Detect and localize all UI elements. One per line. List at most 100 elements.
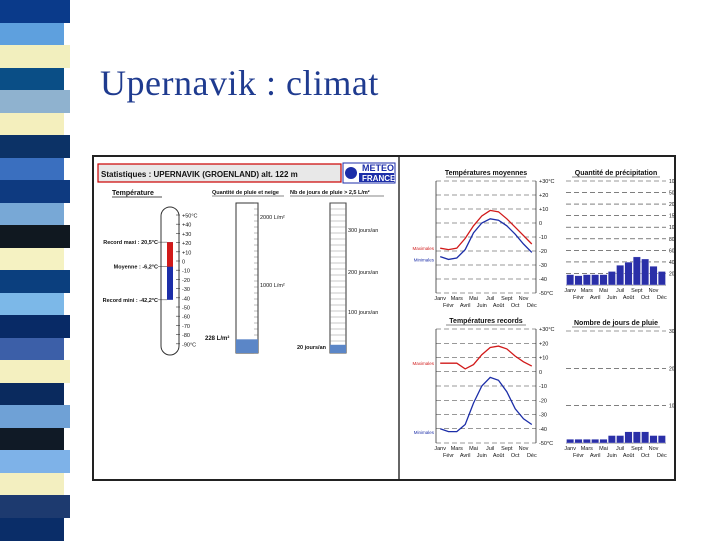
precip-month-label: Déc (657, 295, 667, 301)
strip-block (0, 45, 70, 68)
raindays-gauge-body (329, 202, 347, 354)
record-temp-month-label: Sept (501, 446, 513, 452)
precip-month-label: Août (623, 295, 635, 301)
mean-label: Moyenne : -6,2°C (114, 265, 158, 271)
raindays-gauge-label: 200 jours/an (348, 270, 378, 276)
precip-y-tick-label: 200 L/m² (669, 202, 674, 208)
rain-days-month-label: Sept (631, 446, 643, 452)
raindays-gauge-label: 100 jours/an (348, 310, 378, 316)
record-temp-y-tick-label: +30°C (539, 327, 555, 333)
precip-bar (574, 275, 583, 286)
mean-temp-month-label: Déc (527, 303, 537, 309)
record-temp-month-label: Juil (486, 446, 494, 452)
precip-month-label: Juin (607, 295, 617, 301)
record-temp-y-tick-label: +20 (539, 341, 548, 347)
record-temp-month-label: Déc (527, 453, 537, 459)
thermometer-tick-label: -90°C (182, 342, 196, 348)
rain-days-bar (649, 435, 658, 444)
mean-temp-month-label: Sept (501, 296, 513, 302)
strip-block (0, 450, 70, 473)
strip-block (0, 67, 64, 91)
mean-temp-min-label: Minimales (414, 258, 435, 263)
thermometer-warm-bar (167, 242, 173, 267)
record-temp-max-label: Maximales (412, 361, 434, 366)
strip-block (0, 135, 70, 158)
precip-y-tick-label: 1000 L/m² (669, 179, 674, 185)
rain-days-bar (658, 435, 666, 444)
mean-temp-y-tick-label: -50°C (539, 291, 553, 297)
thermometer-tick-label: -20 (182, 278, 190, 284)
rain-days-bar (591, 439, 599, 444)
precip-bar (641, 258, 649, 286)
rain-days-month-label: Juin (607, 453, 617, 459)
precip-gauge-fill (236, 339, 258, 353)
record-min-label: Record mini : -42,2°C (103, 298, 158, 304)
mean-temp-max-label: Maximales (412, 246, 434, 251)
strip-block (0, 315, 70, 338)
rain-days-bar (641, 431, 649, 444)
thermometer-tick-label: +30 (182, 232, 191, 238)
strip-block (0, 405, 70, 428)
rain-days-month-label: Févr (573, 453, 584, 459)
mean-temp-month-label: Janv (434, 296, 446, 302)
rain-days-month-label: Nov (649, 446, 659, 452)
rain-days-month-label: Oct (641, 453, 650, 459)
precip-bar (599, 274, 608, 286)
precip-y-tick-label: 60 L/m² (669, 248, 674, 254)
mean-temp-month-label: Juil (486, 296, 494, 302)
precip-title: Quantité de précipitation (575, 170, 657, 177)
mean-temp-month-label: Mai (469, 296, 478, 302)
rain-days-month-label: Mai (599, 446, 608, 452)
mean-temp-y-tick-label: -20 (539, 249, 547, 255)
thermometer-tick-label: +50°C (182, 214, 198, 220)
record-temp-month-label: Juin (477, 453, 487, 459)
raindays-gauge-fill (330, 344, 346, 353)
mean-temp-month-label: Nov (519, 296, 529, 302)
thermometer-tick-label: -40 (182, 296, 190, 302)
precip-y-tick-label: 80 L/m² (669, 237, 674, 243)
precip-y-tick-label: 20 L/m² (669, 271, 674, 277)
mean-temp-y-tick-label: 0 (539, 221, 542, 227)
rain-days-bar (624, 431, 633, 444)
record-temp-y-tick-label: +10 (539, 356, 548, 362)
precip-month-label: Févr (573, 295, 584, 301)
mean-temp-y-tick-label: +20 (539, 193, 548, 199)
logo-bottom-text: FRANCE (362, 174, 396, 183)
precip-gauge-1000-label: 1000 L/m² (260, 283, 285, 289)
strip-block (0, 292, 64, 316)
strip-block (0, 270, 70, 293)
rain-days-month-label: Mars (581, 446, 593, 452)
raindays-gauge-label: 300 jours/an (348, 228, 378, 234)
raindays-gauge-title: Nb de jours de pluie > 2,5 L/m² (290, 189, 370, 196)
mean-temp-series-max-line (440, 209, 533, 251)
precip-month-label: Nov (649, 288, 659, 294)
mean-temp-y-tick-label: +30°C (539, 179, 555, 185)
thermometer-tick-label: +20 (182, 241, 191, 247)
mean-temp-month-label: Oct (511, 303, 520, 309)
thermometer-tick-label: +40 (182, 223, 191, 229)
rain-days-bar (608, 435, 616, 444)
record-temp-y-tick-label: -20 (539, 398, 547, 404)
rain-days-y-tick-label: 20 jours (669, 366, 674, 372)
thermometer-range-bar (167, 242, 173, 300)
precip-bar (591, 274, 599, 286)
strip-block (0, 247, 64, 271)
strip-block (0, 360, 70, 383)
logo-icon (345, 167, 357, 179)
climate-figure: Statistiques : UPERNAVIK (GROENLAND) alt… (92, 155, 676, 481)
record-temp-series-min-line (439, 376, 533, 433)
rain-days-bar (633, 431, 641, 444)
record-temp-y-tick-label: 0 (539, 370, 542, 376)
thermometer-tick-label: -30 (182, 287, 190, 293)
mean-temp-title: Températures moyennes (445, 170, 527, 177)
rain-days-month-label: Janv (564, 446, 576, 452)
precip-month-label: Oct (641, 295, 650, 301)
mean-temp-y-tick-label: +10 (539, 207, 548, 213)
record-max-label: Record maxi : 20,5°C (103, 240, 158, 246)
record-temp-month-label: Août (493, 453, 505, 459)
strip-block (0, 90, 70, 113)
rain-days-y-tick-label: 30 jours (669, 329, 674, 335)
strip-block (0, 427, 64, 451)
record-temp-y-tick-label: -30 (539, 413, 547, 419)
raindays-gauge-value-label: 20 jours/an (297, 345, 327, 351)
